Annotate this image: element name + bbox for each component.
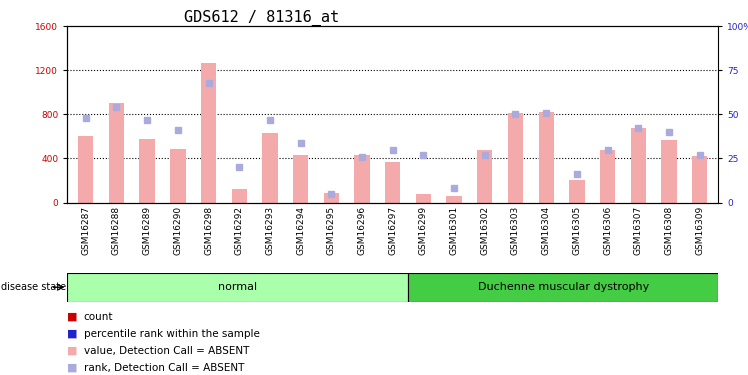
- Bar: [170, 148, 186, 202]
- Bar: [539, 112, 554, 202]
- Text: GSM16302: GSM16302: [480, 206, 489, 255]
- Text: normal: normal: [218, 282, 257, 292]
- Text: GSM16290: GSM16290: [174, 206, 183, 255]
- Bar: [78, 136, 94, 202]
- Text: GSM16292: GSM16292: [235, 206, 244, 255]
- Bar: [293, 155, 308, 203]
- Bar: [508, 113, 523, 202]
- Bar: [201, 63, 216, 202]
- Text: ■: ■: [67, 312, 78, 322]
- Bar: [67, 273, 408, 302]
- Text: GSM16303: GSM16303: [511, 206, 520, 255]
- Text: count: count: [84, 312, 113, 322]
- Text: GSM16293: GSM16293: [266, 206, 275, 255]
- Bar: [416, 194, 431, 202]
- Bar: [385, 162, 400, 202]
- Bar: [139, 139, 155, 202]
- Text: GSM16309: GSM16309: [695, 206, 704, 255]
- Bar: [600, 150, 616, 202]
- Bar: [408, 273, 718, 302]
- Text: rank, Detection Call = ABSENT: rank, Detection Call = ABSENT: [84, 363, 244, 372]
- Bar: [631, 128, 646, 202]
- Text: GSM16288: GSM16288: [112, 206, 121, 255]
- Text: disease state: disease state: [1, 282, 67, 292]
- Bar: [108, 104, 124, 202]
- Text: GSM16295: GSM16295: [327, 206, 336, 255]
- Text: GSM16299: GSM16299: [419, 206, 428, 255]
- Text: GSM16306: GSM16306: [603, 206, 612, 255]
- Bar: [569, 180, 584, 203]
- Text: ■: ■: [67, 346, 78, 355]
- Bar: [477, 150, 492, 202]
- Bar: [661, 140, 677, 202]
- Text: GSM16287: GSM16287: [82, 206, 91, 255]
- Text: GSM16296: GSM16296: [358, 206, 367, 255]
- Text: Duchenne muscular dystrophy: Duchenne muscular dystrophy: [477, 282, 649, 292]
- Text: GSM16297: GSM16297: [388, 206, 397, 255]
- Text: ■: ■: [67, 329, 78, 339]
- Text: GSM16289: GSM16289: [143, 206, 152, 255]
- Text: GSM16308: GSM16308: [664, 206, 673, 255]
- Bar: [232, 189, 247, 202]
- Text: GSM16304: GSM16304: [542, 206, 551, 255]
- Bar: [324, 193, 339, 202]
- Text: GDS612 / 81316_at: GDS612 / 81316_at: [184, 9, 340, 26]
- Text: ■: ■: [67, 363, 78, 372]
- Text: percentile rank within the sample: percentile rank within the sample: [84, 329, 260, 339]
- Bar: [447, 196, 462, 202]
- Bar: [355, 155, 370, 203]
- Text: GSM16305: GSM16305: [572, 206, 581, 255]
- Text: value, Detection Call = ABSENT: value, Detection Call = ABSENT: [84, 346, 249, 355]
- Text: GSM16298: GSM16298: [204, 206, 213, 255]
- Bar: [692, 156, 708, 203]
- Text: GSM16307: GSM16307: [634, 206, 643, 255]
- Bar: [263, 133, 278, 202]
- Text: GSM16301: GSM16301: [450, 206, 459, 255]
- Text: GSM16294: GSM16294: [296, 206, 305, 255]
